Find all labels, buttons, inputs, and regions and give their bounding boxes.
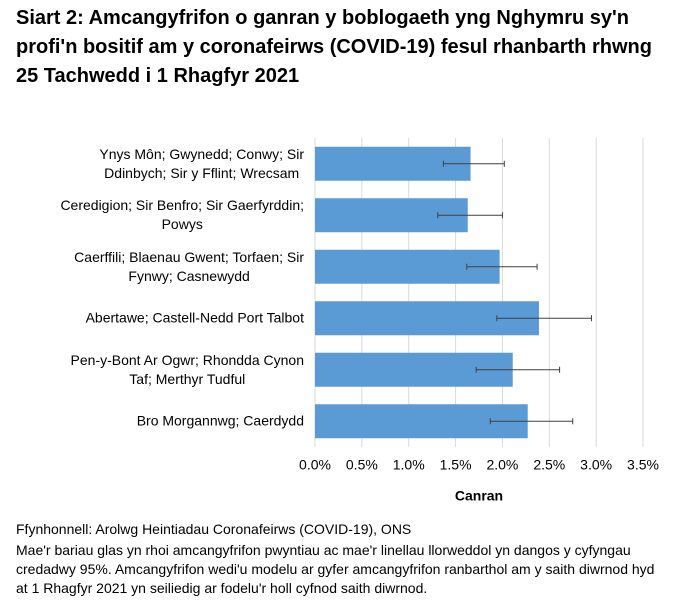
x-tick-label: 2.5% xyxy=(533,457,565,473)
y-tick-label: Bro Morgannwg; Caerdydd xyxy=(136,412,304,429)
x-tick-label: 0.0% xyxy=(299,457,331,473)
y-tick-label: Abertawe; Castell-Nedd Port Talbot xyxy=(85,309,304,326)
x-tick-label: 1.5% xyxy=(440,457,472,473)
x-axis-title: Canran xyxy=(455,488,503,504)
y-tick-label: Ceredigion; Sir Benfro; Sir Gaerfyrddin;… xyxy=(60,197,304,233)
chart-title: Siart 2: Amcangyfrifon o ganran y boblog… xyxy=(16,7,652,87)
y-tick-label: Caerffili; Blaenau Gwent; Torfaen; Sir F… xyxy=(74,248,304,284)
y-tick-label: Ynys Môn; Gwynedd; Conwy; Sir Ddinbych; … xyxy=(99,145,304,181)
source-note: Ffynhonnell: Arolwg Heintiadau Coronafei… xyxy=(16,521,412,537)
x-tick-label: 1.0% xyxy=(393,457,425,473)
footnote: Mae'r bariau glas yn rhoi amcangyfrifon … xyxy=(16,542,655,596)
x-tick-label: 3.0% xyxy=(580,457,612,473)
y-tick-label: Pen-y-Bont Ar Ogwr; Rhondda Cynon Taf; M… xyxy=(70,351,304,387)
x-tick-label: 3.5% xyxy=(627,457,659,473)
x-tick-label: 2.0% xyxy=(486,457,518,473)
x-tick-label: 0.5% xyxy=(346,457,378,473)
